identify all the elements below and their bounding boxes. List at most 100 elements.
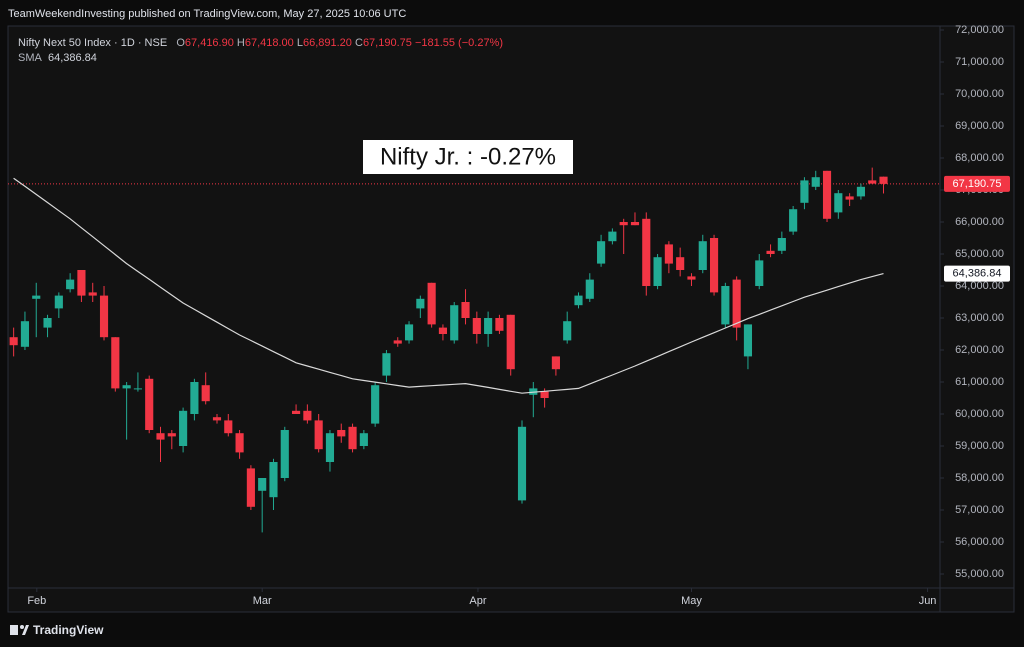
candle-body bbox=[777, 238, 786, 251]
candle-body bbox=[484, 318, 493, 334]
y-tick-label: 66,000.00 bbox=[955, 216, 1004, 228]
candle-body bbox=[868, 180, 877, 184]
footer-brand: TradingView bbox=[33, 623, 104, 637]
sma-label: SMA bbox=[18, 52, 42, 64]
candle-body bbox=[325, 433, 335, 462]
candle-body bbox=[179, 410, 188, 446]
annotation-box bbox=[363, 140, 573, 174]
candle-body bbox=[201, 385, 210, 402]
candle-body bbox=[472, 318, 481, 334]
candle-body bbox=[495, 318, 504, 331]
candle-body bbox=[721, 286, 730, 325]
y-tick-label: 72,000.00 bbox=[955, 24, 1004, 36]
candle-body bbox=[438, 327, 448, 334]
candle-body bbox=[619, 222, 628, 226]
candle-body bbox=[597, 241, 606, 264]
candle-body bbox=[258, 478, 267, 491]
x-tick-label: Feb bbox=[27, 595, 46, 607]
published-by: TeamWeekendInvesting published on Tradin… bbox=[8, 8, 406, 20]
candle-body bbox=[630, 222, 640, 226]
candle-body bbox=[43, 318, 52, 328]
candle-body bbox=[212, 417, 222, 421]
y-tick-label: 56,000.00 bbox=[955, 536, 1004, 548]
candle-body bbox=[280, 430, 289, 478]
ohlc-key: L bbox=[296, 37, 303, 49]
candle-body bbox=[856, 186, 865, 197]
candle-body bbox=[461, 302, 470, 318]
candle-body bbox=[743, 324, 753, 357]
candle-body bbox=[732, 279, 741, 328]
ohlc-key: H bbox=[236, 37, 245, 49]
candle-body bbox=[506, 314, 515, 370]
candle-body bbox=[811, 177, 820, 187]
last-price-tag bbox=[944, 175, 1010, 192]
candle-body bbox=[608, 231, 617, 242]
candle-body bbox=[382, 353, 391, 376]
candle-body bbox=[517, 426, 527, 501]
sma-line bbox=[13, 177, 884, 394]
candle-body bbox=[845, 196, 854, 200]
candle-body bbox=[642, 218, 651, 286]
candle-body bbox=[167, 433, 176, 437]
candle-body bbox=[800, 180, 809, 203]
candle-body bbox=[99, 295, 109, 338]
tradingview-logo bbox=[10, 625, 29, 635]
candle-body bbox=[393, 340, 402, 344]
candle-body bbox=[9, 337, 18, 346]
annotation: Nifty Jr. : -0.27% bbox=[380, 143, 556, 170]
ohlc-value: 67,416.90 bbox=[184, 37, 234, 49]
ohlc-key: O bbox=[176, 37, 185, 49]
candle-body bbox=[404, 324, 414, 341]
y-tick-label: 59,000.00 bbox=[955, 440, 1004, 452]
y-tick-label: 70,000.00 bbox=[955, 88, 1004, 100]
candle-body bbox=[653, 257, 662, 286]
candle-body bbox=[450, 305, 459, 341]
candle-body bbox=[145, 378, 154, 430]
candle-body bbox=[122, 385, 131, 389]
x-tick-label: Mar bbox=[253, 595, 272, 607]
y-tick-label: 55,000.00 bbox=[955, 568, 1004, 580]
legend: Nifty Next 50 Index · 1D · NSE O67,416.9… bbox=[18, 36, 503, 66]
candle-body bbox=[834, 193, 843, 213]
sma-price-tag-label: 64,386.84 bbox=[953, 268, 1002, 280]
candle-body bbox=[676, 257, 685, 270]
candle-body bbox=[427, 282, 436, 325]
candle-body bbox=[224, 420, 233, 434]
candle-body bbox=[879, 176, 888, 184]
candle-body bbox=[88, 292, 97, 296]
candle-body bbox=[337, 430, 346, 437]
candle-body bbox=[246, 468, 255, 507]
candle-body bbox=[77, 270, 86, 296]
candle-body bbox=[66, 279, 75, 290]
ohlc-value: 67,190.75 bbox=[362, 37, 412, 49]
y-tick-label: 65,000.00 bbox=[955, 248, 1004, 260]
y-tick-label: 61,000.00 bbox=[955, 376, 1004, 388]
ohlc-value: 67,418.00 bbox=[244, 37, 294, 49]
candle-body bbox=[314, 420, 323, 450]
candle-body bbox=[292, 410, 301, 414]
change: −181.55 (−0.27%) bbox=[414, 37, 504, 49]
symbol: Nifty Next 50 Index · 1D · NSE bbox=[18, 37, 168, 49]
candle-body bbox=[664, 244, 673, 264]
last-price-tag-label: 67,190.75 bbox=[953, 178, 1002, 190]
y-tick-label: 57,000.00 bbox=[955, 504, 1004, 516]
x-tick-label: May bbox=[681, 595, 702, 607]
candle-body bbox=[551, 356, 560, 370]
candle-body bbox=[709, 238, 719, 293]
candle-body bbox=[111, 337, 120, 389]
legend-row: SMA 64,386.84 bbox=[18, 51, 503, 66]
candle-body bbox=[303, 410, 312, 421]
x-tick-label: Jun bbox=[919, 595, 937, 607]
candle-body bbox=[698, 241, 707, 270]
sma-value: 64,386.84 bbox=[47, 52, 97, 64]
candle-body bbox=[133, 388, 142, 390]
candle-body bbox=[371, 385, 380, 424]
candle-body bbox=[348, 426, 357, 450]
candle-body bbox=[32, 295, 41, 299]
candle-body bbox=[20, 321, 30, 347]
candle-body bbox=[585, 279, 594, 299]
y-tick-label: 62,000.00 bbox=[955, 344, 1004, 356]
candle-body bbox=[687, 276, 696, 280]
